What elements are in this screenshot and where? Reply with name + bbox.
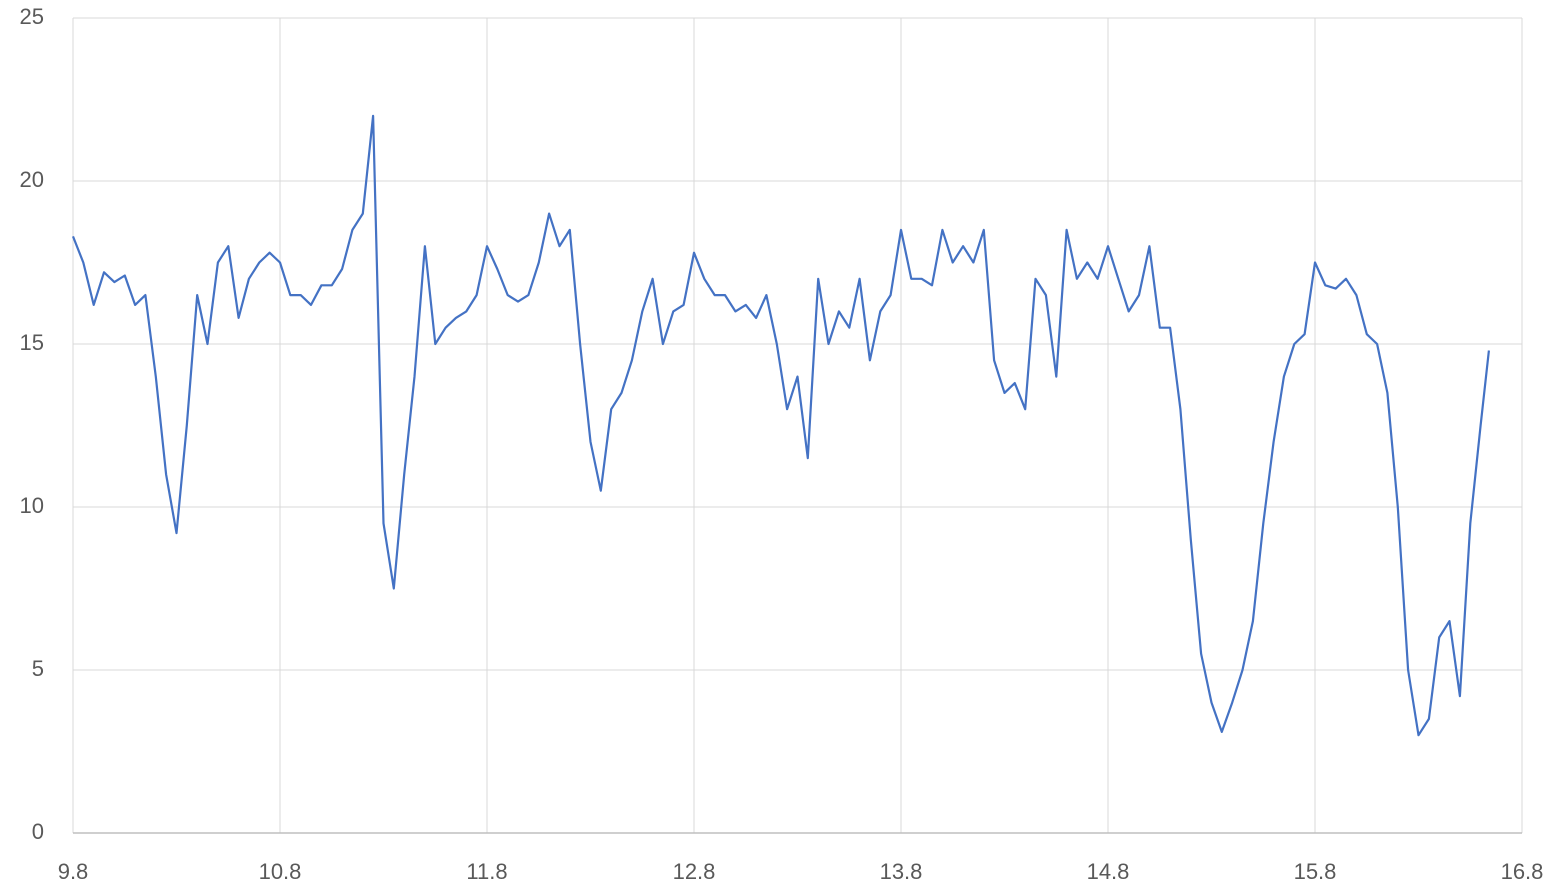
y-tick-label: 10 xyxy=(20,493,44,518)
y-tick-label: 25 xyxy=(20,4,44,29)
x-tick-label: 13.8 xyxy=(880,859,923,884)
x-tick-label: 14.8 xyxy=(1087,859,1130,884)
x-tick-label: 16.8 xyxy=(1501,859,1544,884)
x-tick-label: 12.8 xyxy=(673,859,716,884)
y-tick-label: 0 xyxy=(32,819,44,844)
x-tick-label: 9.8 xyxy=(58,859,89,884)
y-tick-label: 15 xyxy=(20,330,44,355)
data-line xyxy=(71,114,1490,737)
y-tick-label: 20 xyxy=(20,167,44,192)
x-tick-label: 15.8 xyxy=(1294,859,1337,884)
y-tick-label: 5 xyxy=(32,656,44,681)
x-tick-label: 11.8 xyxy=(466,859,507,884)
x-tick-label: 10.8 xyxy=(259,859,302,884)
